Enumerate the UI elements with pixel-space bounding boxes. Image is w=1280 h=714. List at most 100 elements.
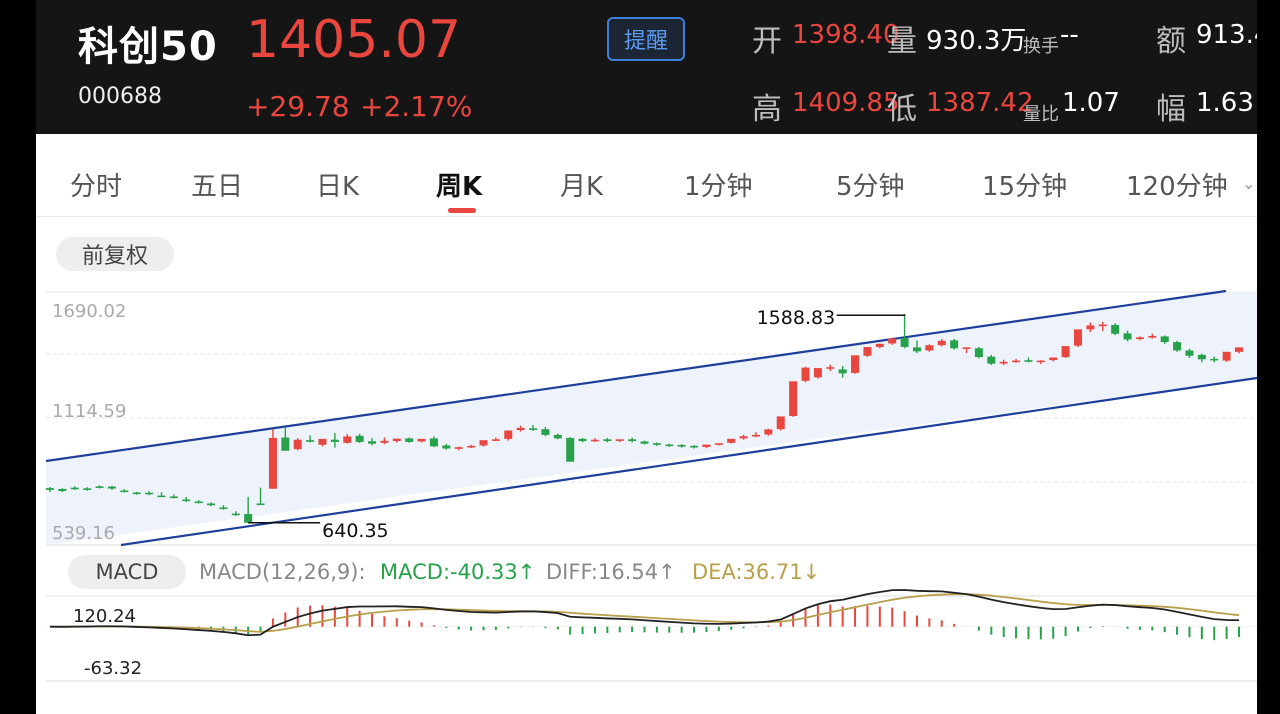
vol-ratio-label: 量比 [1023,104,1059,125]
candle-body [912,347,921,352]
candle-body [789,381,798,416]
candle-body [368,441,377,444]
candle-body [194,501,203,504]
high-label: 高 [752,92,782,127]
candle-body [950,340,959,349]
candle-body [405,438,414,442]
open-label: 开 [752,24,782,59]
macd-indicator-button[interactable]: MACD [68,555,186,589]
candle-body [231,513,240,516]
low-label: 低 [887,92,917,127]
macd-axis-label: -63.32 [84,658,142,679]
candle-body [157,495,166,498]
price-axis-label: 539.16 [52,523,115,544]
candle-body [764,429,773,435]
amplitude-label: 幅 [1156,92,1186,127]
candle-body [615,439,624,441]
price-change-pct: +2.17% [360,90,473,123]
candle-body [1135,337,1144,340]
high-annotation-label: 1588.83 [757,307,836,329]
alert-button[interactable]: 提醒 [607,17,685,61]
candle-body [132,492,141,495]
candle-body [491,439,500,441]
candle-body [454,447,463,449]
candle-body [268,437,277,489]
high-annotation-leader [836,314,906,316]
candle-body [429,438,438,447]
candle-body [442,445,451,449]
candle-body [120,490,129,493]
volume-value: 930.3万 [926,26,1027,56]
candle-body [182,499,191,502]
candle-body [640,441,649,444]
candle-body [1012,360,1021,363]
candle-body [677,445,686,447]
diff-line [49,589,1240,637]
tab-15-minute[interactable]: 15分钟 [982,172,1068,202]
candle-body [826,367,835,369]
candle-body [727,438,736,443]
volume-label: 量 [887,24,917,59]
candle-body [590,439,599,442]
macd-params: MACD(12,26,9): [199,560,366,584]
channel-lower-line [120,376,1257,547]
current-price: 1405.07 [246,10,462,70]
amount-value: 913.4 [1196,20,1257,50]
candle-body [652,443,661,445]
candle-body [1123,333,1132,340]
candle-body [863,346,872,356]
tab-intraday[interactable]: 分时 [70,172,123,202]
candle-body [553,434,562,439]
candle-body [690,445,699,448]
tab-daily-k[interactable]: 日K [316,172,360,202]
candle-body [628,439,637,442]
amount-label: 额 [1156,24,1186,59]
candle-body [504,430,513,439]
candle-body [801,367,810,381]
candle-body [145,492,154,495]
candle-body [1098,324,1107,327]
kline-chart: 1690.02 1114.59 539.16 1588.83 640.35 120.24 -… [45,289,1257,682]
tab-weekly-k[interactable]: 周K [436,172,483,202]
index-name: 科创50 [78,24,218,70]
candle-body [244,514,253,523]
candle-body [355,435,364,442]
candle-body [1061,346,1070,358]
tab-five-day[interactable]: 五日 [191,172,244,202]
candle-body [1210,358,1219,361]
turnover-value: -- [1060,20,1079,50]
candle-body [974,348,983,358]
chevron-down-icon[interactable]: ⌄ [1242,174,1256,193]
tab-120-minute[interactable]: 120分钟 [1126,172,1228,202]
adjust-toggle[interactable]: 前复权 [56,237,174,271]
candle-body [851,355,860,373]
quote-header: 科创50 000688 1405.07 +29.78 +2.17% 提醒 开 1… [36,0,1257,134]
price-axis-label: 1690.02 [52,301,126,322]
candle-body [95,486,104,488]
candle-body [392,438,401,442]
candle-body [330,439,339,442]
quote-screen: 科创50 000688 1405.07 +29.78 +2.17% 提醒 开 1… [36,0,1257,714]
tab-5-minute[interactable]: 5分钟 [836,172,905,202]
candle-body [665,444,674,447]
candle-body [751,434,760,437]
candle-body [219,507,228,510]
candle-body [417,438,426,442]
active-tab-indicator [448,208,476,213]
tab-1-minute[interactable]: 1分钟 [684,172,753,202]
diff-value: DIFF:16.54↑ [546,560,676,584]
macd-value: MACD:-40.33↑ [380,560,536,584]
candle-body [578,438,587,442]
vol-ratio-value: 1.07 [1062,88,1120,118]
candle-body [467,445,476,448]
macd-axis-label: 120.24 [73,606,136,627]
period-tabs: 分时 五日 日K 周K 月K 1分钟 5分钟 15分钟 120分钟 ⌄ [36,146,1257,217]
candle-body [702,444,711,447]
candle-body [1197,354,1206,360]
candle-body [1235,347,1243,352]
low-value: 1387.42 [926,88,1034,118]
candle-body [516,427,525,431]
amplitude-value: 1.63 [1196,88,1254,118]
tab-monthly-k[interactable]: 月K [560,172,604,202]
candle-body [479,440,488,446]
